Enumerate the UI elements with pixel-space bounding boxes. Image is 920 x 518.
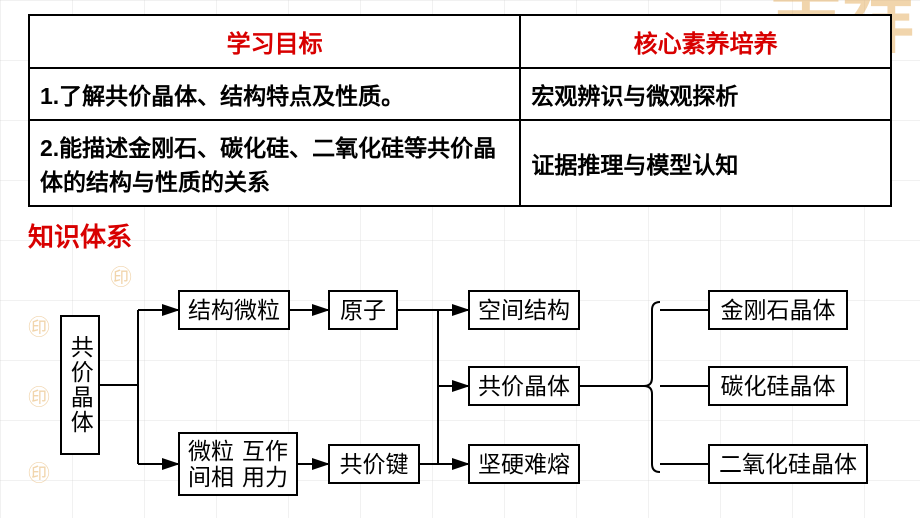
node-atom: 原子: [328, 290, 398, 330]
table-row: 1.了解共价晶体、结构特点及性质。 宏观辨识与微观探析: [29, 68, 891, 120]
table-header-row: 学习目标 核心素养培养: [29, 15, 891, 68]
header-literacy: 核心素养培养: [520, 15, 891, 68]
node-root: 共价晶体: [60, 315, 100, 455]
node-structural-particle: 结构微粒: [178, 290, 290, 330]
node-spatial-structure: 空间结构: [468, 290, 580, 330]
header-goals: 学习目标: [29, 15, 520, 68]
page-content: 学习目标 核心素养培养 1.了解共价晶体、结构特点及性质。 宏观辨识与微观探析 …: [0, 0, 920, 510]
table-row: 2.能描述金刚石、碳化硅、二氧化硅等共价晶体的结构与性质的关系 证据推理与模型认…: [29, 120, 891, 206]
node-covalent-crystal: 共价晶体: [468, 366, 580, 406]
node-diamond: 金刚石晶体: [708, 290, 848, 330]
goal-1: 1.了解共价晶体、结构特点及性质。: [29, 68, 520, 120]
node-interaction-force: 微粒间相互作用力: [178, 432, 298, 496]
node-hard-refractory: 坚硬难熔: [468, 444, 580, 484]
node-sio2: 二氧化硅晶体: [708, 444, 868, 484]
goal-2: 2.能描述金刚石、碳化硅、二氧化硅等共价晶体的结构与性质的关系: [29, 120, 520, 206]
section-title: 知识体系: [28, 217, 892, 254]
learning-goals-table: 学习目标 核心素养培养 1.了解共价晶体、结构特点及性质。 宏观辨识与微观探析 …: [28, 14, 892, 207]
literacy-1: 宏观辨识与微观探析: [520, 68, 891, 120]
literacy-2: 证据推理与模型认知: [520, 120, 891, 206]
knowledge-flowchart: 共价晶体 结构微粒 微粒间相互作用力 原子 共价键 空间结构 共价晶体 坚硬难熔…: [28, 260, 904, 510]
node-sic: 碳化硅晶体: [708, 366, 848, 406]
node-covalent-bond: 共价键: [328, 444, 420, 484]
